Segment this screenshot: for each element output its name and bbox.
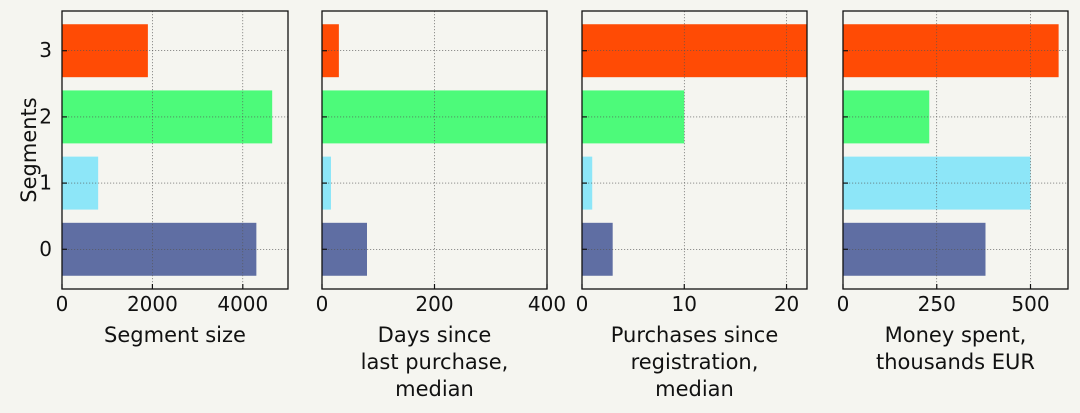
panel-frame bbox=[61, 10, 289, 290]
x-tick-label: 10 bbox=[672, 292, 697, 316]
x-tick-label: 0 bbox=[576, 292, 589, 316]
x-tick-label: 4000 bbox=[217, 292, 268, 316]
x-axis-label-panel-1: Days since last purchase, median bbox=[361, 323, 509, 401]
panel-1: 0 200 400 Days since last purchase, median bbox=[316, 10, 566, 401]
x-tick-label: 250 bbox=[918, 292, 956, 316]
panel-frame bbox=[842, 10, 1069, 290]
x-tick-label: 500 bbox=[1011, 292, 1049, 316]
y-tick-label-2: 2 bbox=[39, 104, 52, 128]
bar-panel2-segment-1 bbox=[582, 156, 593, 210]
panel-0: 0 2000 4000 Segment size bbox=[56, 10, 289, 347]
x-tick-label: 20 bbox=[774, 292, 799, 316]
panel-frame bbox=[581, 10, 808, 290]
x-tick-label: 0 bbox=[56, 292, 69, 316]
bar-panel1-segment-0 bbox=[322, 222, 367, 276]
x-tick-label: 2000 bbox=[127, 292, 178, 316]
bar-panel3-segment-0 bbox=[843, 222, 986, 276]
y-tick-label-3: 3 bbox=[39, 38, 52, 62]
bar-panel2-segment-3 bbox=[582, 24, 807, 78]
x-axis-label-panel-2: Purchases since registration, median bbox=[611, 323, 779, 401]
x-tick-label: 200 bbox=[415, 292, 453, 316]
x-tick-label: 0 bbox=[837, 292, 850, 316]
panel-2: 0 10 20 Purchases since registration, median bbox=[576, 10, 808, 401]
x-tick-label: 0 bbox=[316, 292, 329, 316]
y-axis-label: Segments bbox=[17, 97, 41, 202]
x-axis-label-panel-3: Money spent, thousands EUR bbox=[876, 323, 1035, 374]
bar-panel3-segment-3 bbox=[843, 24, 1059, 78]
y-tick-label-1: 1 bbox=[39, 171, 52, 195]
x-axis-label-panel-0: Segment size bbox=[104, 323, 246, 347]
bar-panel1-segment-3 bbox=[322, 24, 339, 78]
x-tick-label: 400 bbox=[528, 292, 566, 316]
y-tick-label-0: 0 bbox=[39, 237, 52, 261]
panel-3: 0 250 500 Money spent, thousands EUR bbox=[837, 10, 1069, 374]
